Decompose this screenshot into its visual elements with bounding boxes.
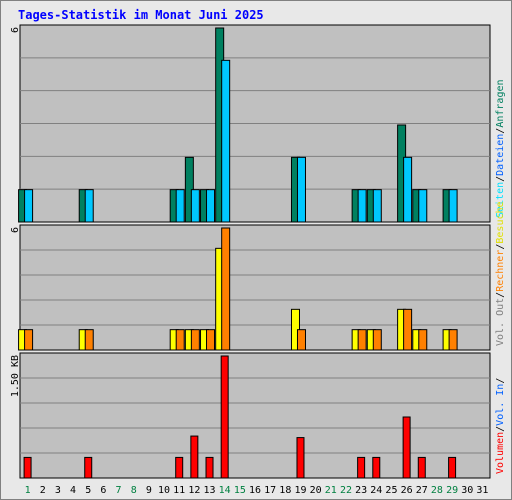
day-label-28: 28 <box>431 485 443 496</box>
bar-dateien-day-1 <box>24 189 34 223</box>
day-label-26: 26 <box>401 485 413 496</box>
bar-rechner-day-23 <box>357 329 367 351</box>
day-label-6: 6 <box>100 485 106 496</box>
bar-rechner-day-1 <box>24 329 34 351</box>
day-label-14: 14 <box>219 485 231 496</box>
legend-requests: Seiten/Dateien/Anfragen <box>495 79 506 218</box>
day-label-7: 7 <box>116 485 122 496</box>
day-label-24: 24 <box>370 485 382 496</box>
ymax-label-volume: 1.50 KB <box>10 355 21 397</box>
day-label-25: 25 <box>385 485 397 496</box>
legend-entry: Besuche <box>495 201 506 243</box>
bar-dateien-day-19 <box>296 156 306 223</box>
day-label-30: 30 <box>461 485 473 496</box>
day-label-4: 4 <box>70 485 76 496</box>
day-label-23: 23 <box>355 485 367 496</box>
day-label-9: 9 <box>146 485 152 496</box>
day-label-12: 12 <box>188 485 200 496</box>
legend-entry: / <box>495 292 506 298</box>
legend-entry: / <box>495 128 506 134</box>
bar-dateien-day-14 <box>221 59 231 223</box>
day-label-31: 31 <box>476 485 488 496</box>
bar-dateien-day-27 <box>418 189 428 223</box>
day-label-2: 2 <box>40 485 46 496</box>
day-label-10: 10 <box>158 485 170 496</box>
bar-volumen-day-1 <box>23 456 32 479</box>
day-label-15: 15 <box>234 485 246 496</box>
bar-dateien-day-29 <box>448 189 458 223</box>
legend-visits: Vol. Out/Rechner/Besuche <box>495 201 506 346</box>
day-label-1: 1 <box>25 485 31 496</box>
bar-rechner-day-14 <box>221 227 231 351</box>
legend-entry: Anfragen <box>495 79 506 127</box>
legend-entry: / <box>495 426 506 432</box>
bar-volumen-day-14 <box>220 355 229 479</box>
bar-dateien-day-13 <box>206 189 216 223</box>
bar-volumen-day-11 <box>175 456 184 479</box>
day-label-16: 16 <box>249 485 261 496</box>
bar-dateien-day-5 <box>84 189 94 223</box>
bar-volumen-day-19 <box>296 437 305 479</box>
legend-volume: Volumen/Vol. In/ <box>495 378 506 474</box>
plot-area-volume <box>19 352 491 479</box>
day-label-27: 27 <box>416 485 428 496</box>
bar-rechner-day-11 <box>175 329 185 351</box>
day-label-21: 21 <box>325 485 337 496</box>
bar-dateien-day-11 <box>175 189 185 223</box>
bar-rechner-day-19 <box>296 329 306 351</box>
bar-volumen-day-26 <box>402 416 411 479</box>
bar-dateien-day-12 <box>190 189 200 223</box>
day-label-29: 29 <box>446 485 458 496</box>
ymax-label-requests: 6 <box>10 27 21 33</box>
legend-entry: Rechner <box>495 250 506 292</box>
bar-dateien-day-26 <box>403 156 413 223</box>
bar-volumen-day-24 <box>372 456 381 479</box>
legend-entry: / <box>495 378 506 384</box>
bar-dateien-day-24 <box>372 189 382 223</box>
bar-volumen-day-29 <box>448 456 457 479</box>
bar-rechner-day-29 <box>448 329 458 351</box>
legend-entry: Vol. Out <box>495 298 506 346</box>
day-label-18: 18 <box>279 485 291 496</box>
bar-rechner-day-27 <box>418 329 428 351</box>
bar-rechner-day-13 <box>206 329 216 351</box>
legend-entry: / <box>495 176 506 182</box>
day-label-20: 20 <box>310 485 322 496</box>
day-label-17: 17 <box>264 485 276 496</box>
bar-dateien-day-23 <box>357 189 367 223</box>
day-label-19: 19 <box>294 485 306 496</box>
day-label-8: 8 <box>131 485 137 496</box>
legend-entry: Seiten <box>495 182 506 218</box>
bar-volumen-day-27 <box>417 456 426 479</box>
bar-rechner-day-24 <box>372 329 382 351</box>
bar-volumen-day-12 <box>190 435 199 479</box>
bar-volumen-day-23 <box>357 456 366 479</box>
chart-title: Tages-Statistik im Monat Juni 2025 <box>18 8 264 22</box>
bar-rechner-day-5 <box>84 329 94 351</box>
day-label-11: 11 <box>173 485 185 496</box>
day-label-13: 13 <box>203 485 215 496</box>
legend-entry: / <box>495 244 506 250</box>
day-label-5: 5 <box>85 485 91 496</box>
legend-entry: Volumen <box>495 432 506 474</box>
day-label-3: 3 <box>55 485 61 496</box>
bar-rechner-day-12 <box>190 329 200 351</box>
bar-volumen-day-5 <box>84 456 93 479</box>
bar-rechner-day-26 <box>403 308 413 351</box>
day-label-22: 22 <box>340 485 352 496</box>
bar-volumen-day-13 <box>205 456 214 479</box>
legend-entry: Vol. In <box>495 384 506 426</box>
legend-entry: Dateien <box>495 134 506 176</box>
ymax-label-visits: 6 <box>10 227 21 233</box>
